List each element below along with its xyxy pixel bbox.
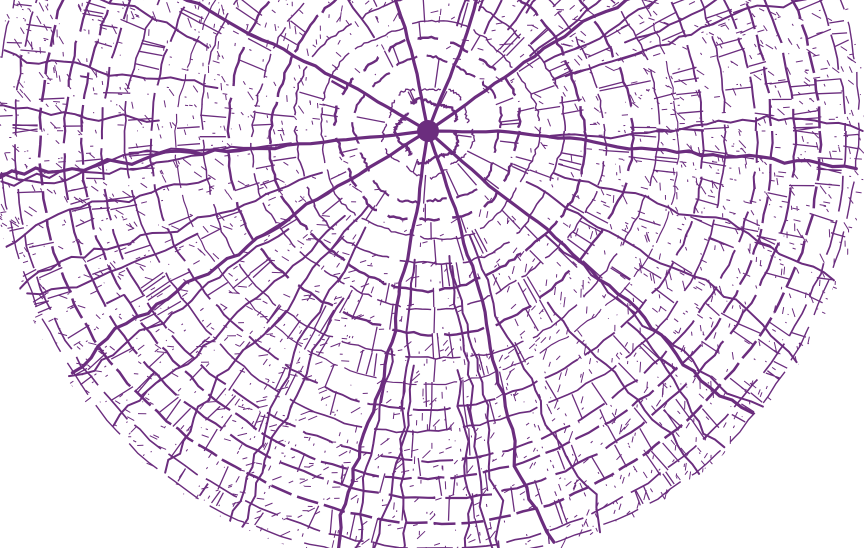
secondary-crack bbox=[448, 255, 499, 548]
growth-ring bbox=[79, 0, 774, 481]
pith bbox=[417, 120, 439, 142]
secondary-crack bbox=[0, 153, 205, 187]
growth-ring bbox=[226, 0, 635, 337]
secondary-crack bbox=[525, 181, 798, 364]
growth-ring bbox=[250, 0, 608, 311]
main-crack bbox=[426, 129, 755, 415]
secondary-crack bbox=[164, 204, 370, 474]
secondary-crack bbox=[3, 49, 219, 89]
secondary-crack bbox=[112, 214, 346, 427]
secondary-crack bbox=[240, 297, 345, 530]
secondary-crack bbox=[68, 228, 290, 378]
secondary-crack bbox=[456, 369, 474, 548]
secondary-crack bbox=[228, 226, 367, 524]
secondary-crack bbox=[451, 265, 506, 548]
secondary-crack bbox=[545, 234, 764, 408]
main-crack bbox=[426, 0, 571, 133]
secondary-crack bbox=[0, 142, 292, 185]
secondary-crack bbox=[369, 258, 416, 548]
secondary-crack bbox=[3, 177, 211, 249]
secondary-crack bbox=[0, 104, 160, 123]
secondary-crack bbox=[564, 0, 839, 78]
growth-ring bbox=[100, 0, 759, 464]
main-crack bbox=[426, 129, 556, 544]
growth-ring bbox=[149, 0, 705, 412]
main-crack bbox=[297, 0, 430, 133]
secondary-crack bbox=[395, 364, 415, 548]
main-crack bbox=[336, 129, 430, 548]
secondary-crack bbox=[543, 0, 812, 64]
growth-ring bbox=[392, 97, 460, 166]
secondary-crack bbox=[624, 0, 820, 44]
secondary-crack bbox=[529, 0, 773, 57]
main-crack bbox=[70, 129, 430, 375]
growth-ring bbox=[174, 0, 680, 386]
secondary-crack bbox=[353, 348, 394, 548]
secondary-crack bbox=[552, 172, 835, 282]
growth-ring bbox=[351, 53, 503, 205]
growth-ring bbox=[267, 0, 588, 294]
growth-ring bbox=[380, 87, 476, 181]
secondary-crack bbox=[546, 301, 701, 476]
main-crack bbox=[48, 0, 430, 133]
growth-ring bbox=[123, 0, 727, 434]
secondary-crack bbox=[26, 232, 199, 296]
main-crack bbox=[426, 0, 793, 133]
growth-ring bbox=[62, 0, 798, 500]
secondary-crack bbox=[18, 171, 323, 291]
growth-ring bbox=[37, 0, 823, 526]
secondary-crack bbox=[549, 115, 864, 140]
growth-ring bbox=[320, 19, 542, 241]
secondary-crack bbox=[468, 234, 601, 534]
main-crack bbox=[426, 129, 858, 171]
growth-ring bbox=[200, 0, 661, 360]
secondary-crack bbox=[627, 321, 726, 449]
growth-ring bbox=[14, 0, 847, 548]
secondary-crack bbox=[15, 0, 210, 49]
growth-ring bbox=[293, 0, 566, 266]
